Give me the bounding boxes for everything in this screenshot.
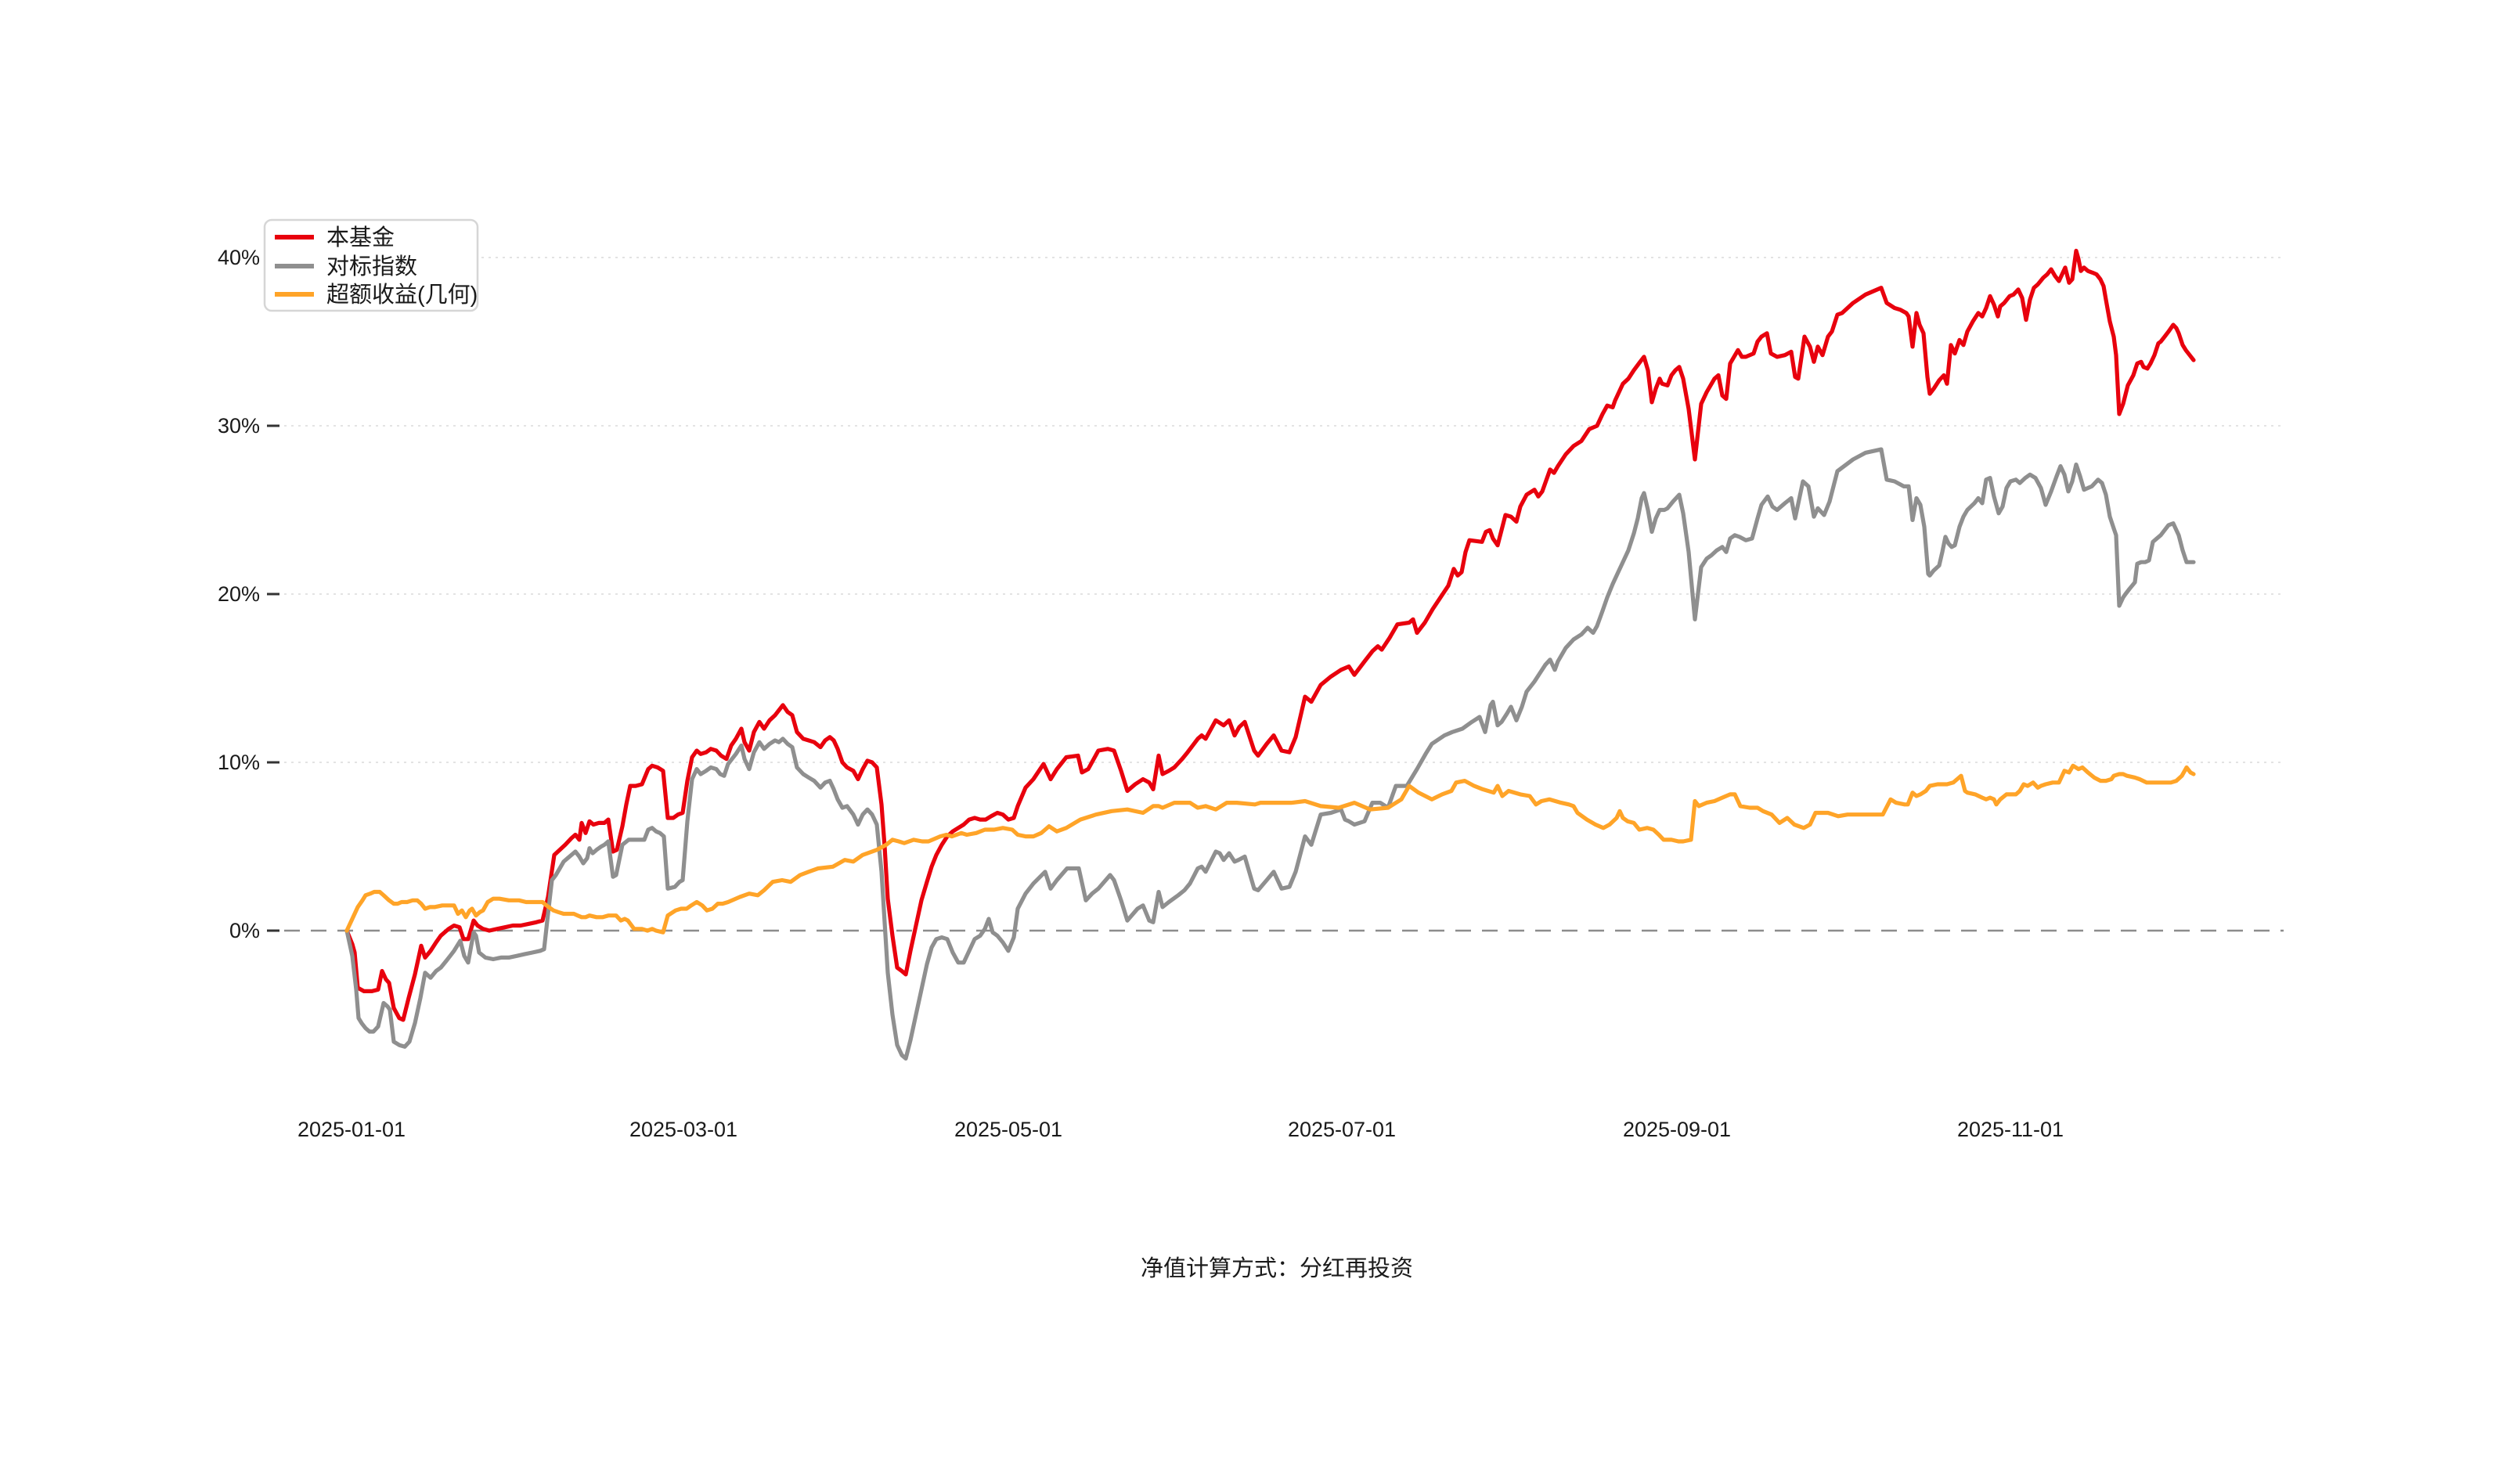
nav-calculation-note: 净值计算方式：分红再投资 [1141,1255,1413,1281]
series-line-2 [344,763,2196,935]
series-line-0 [344,248,2196,1022]
x-tick-label-2025-11-01: 2025-11-01 [1957,1118,2064,1141]
y-tick-label-10%: 10% [218,751,260,774]
y-tick-label-40%: 40% [218,246,260,269]
x-tick-label-2025-09-01: 2025-09-01 [1623,1118,1731,1141]
legend-label-excess-return: 超额收益(几何) [326,282,478,308]
legend: 本基金 对标指数 超额收益(几何) [263,218,479,312]
y-axis: 0% 10% 20% 30% 40% [218,246,279,942]
x-tick-label-2025-05-01: 2025-05-01 [954,1118,1062,1141]
legend-label-fund: 本基金 [326,225,395,250]
gridlines [284,257,2284,932]
x-axis: 2025-01-01 2025-03-01 2025-05-01 2025-07-01… [297,1118,2064,1141]
legend-label-benchmark: 对标指数 [326,254,417,279]
y-tick-label-30%: 30% [218,414,260,438]
legend-box [263,218,479,312]
x-tick-label-2025-03-01: 2025-03-01 [629,1118,737,1141]
series-lines [344,248,2196,1061]
y-tick-label-0%: 0% [229,919,260,942]
y-tick-label-20%: 20% [218,582,260,606]
x-tick-label-2025-07-01: 2025-07-01 [1288,1118,1396,1141]
x-tick-label-2025-01-01: 2025-01-01 [297,1118,406,1141]
series-line-1 [344,447,2196,1061]
